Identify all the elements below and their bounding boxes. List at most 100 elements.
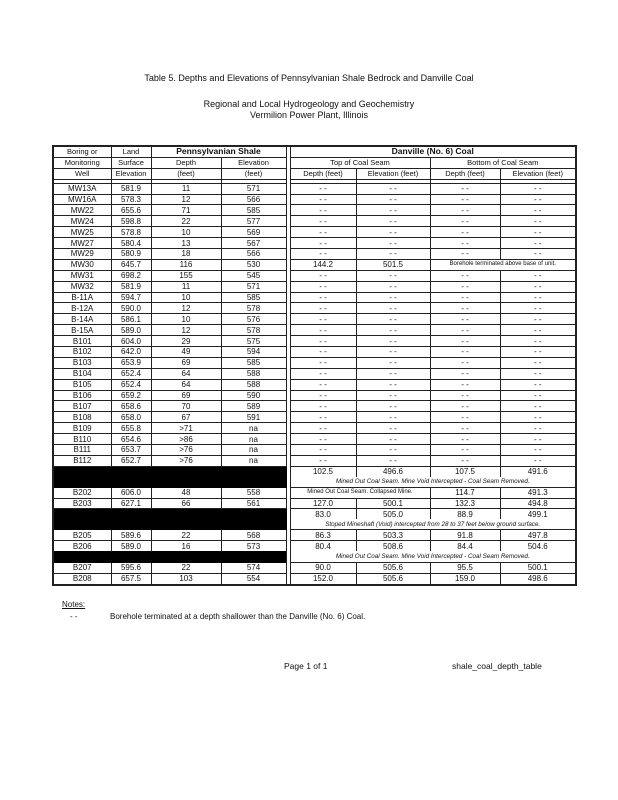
shale-depth: 22 <box>150 215 222 228</box>
coal-value: 86.3 <box>289 529 357 542</box>
header-shale-elevation: (feet) <box>220 167 287 180</box>
header-depth: Depth (feet) <box>429 167 501 180</box>
shale-elevation: na <box>220 422 287 435</box>
table-row: MW27 580.4 13 567- -- -- -- - <box>52 237 577 250</box>
well-id: B-14A <box>52 313 112 326</box>
coal-value: - - <box>499 411 577 424</box>
note-row: Mined Out Coal Seam. Mine Void Intercept… <box>53 476 577 488</box>
coal-value: 505.6 <box>355 561 431 574</box>
table-row: B112 652.7 >76 na - -- -- -- - <box>52 454 577 467</box>
shale-depth: 69 <box>150 356 222 369</box>
land-elevation: 594.7 <box>110 291 152 304</box>
well-id: B-12A <box>52 302 112 315</box>
coal-value: 491.3 <box>499 486 577 499</box>
redacted-cell <box>150 465 222 488</box>
header-land: Surface <box>110 156 152 169</box>
shale-elevation: 588 <box>220 378 287 391</box>
table-row: MW25 578.8 10 569- -- -- -- - <box>52 226 577 239</box>
coal-value: - - <box>355 411 431 424</box>
shale-elevation: 573 <box>220 540 287 552</box>
coal-value: - - <box>289 400 357 413</box>
coal-value: - - <box>429 335 501 348</box>
coal-value: - - <box>289 215 357 228</box>
header-shale-depth: (feet) <box>150 167 222 180</box>
shale-depth: 66 <box>150 497 222 510</box>
redacted-cell <box>52 508 152 531</box>
land-elevation: 604.0 <box>110 335 152 348</box>
coal-value: 114.7 <box>429 486 501 499</box>
shale-elevation: 577 <box>220 215 287 228</box>
shale-depth: >76 <box>150 454 222 467</box>
coal-value: - - <box>289 454 357 467</box>
table-row: MW29 580.9 18 566- -- -- -- - <box>52 248 577 260</box>
table-row: B-14A 586.1 10 576- -- -- -- - <box>52 313 577 326</box>
land-elevation: 645.7 <box>110 258 152 271</box>
table-row: B103 653.9 69 585- -- -- -- - <box>52 356 577 369</box>
land-elevation: 653.9 <box>110 356 152 369</box>
coal-value: - - <box>355 193 431 206</box>
well-id: MW30 <box>52 258 112 271</box>
spacer-cell <box>499 178 577 184</box>
table-row: B-12A 590.0 12 578- -- -- -- - <box>52 302 577 315</box>
coal-value: - - <box>355 433 431 446</box>
table-row: B-11A 594.7 10 585- -- -- -- - <box>52 291 577 304</box>
coal-value: 501.5 <box>355 258 431 271</box>
coal-value: - - <box>429 400 501 413</box>
land-elevation: 658.6 <box>110 400 152 413</box>
well-id: B112 <box>52 454 112 467</box>
coal-value: - - <box>289 411 357 424</box>
coal-value: - - <box>429 433 501 446</box>
header-elev: Elevation (feet) <box>499 167 577 180</box>
coal-value: - - <box>289 313 357 326</box>
table-row: MW22 655.6 71 585- -- -- -- - <box>52 204 577 217</box>
table-row: B-15A 589.0 12 578- -- -- -- - <box>52 324 577 337</box>
redacted-cell <box>52 550 152 563</box>
header-row: Well Elevation (feet) (feet) Depth (feet) Ele… <box>52 167 577 180</box>
land-elevation: 655.6 <box>110 204 152 217</box>
coal-value: - - <box>499 367 577 380</box>
well-id: MW16A <box>52 193 112 206</box>
shale-elevation: 566 <box>220 248 287 260</box>
coal-value: 127.0 <box>289 497 357 510</box>
well-id: B205 <box>52 529 112 542</box>
shale-depth: 10 <box>150 291 222 304</box>
table-row: B110 654.6 >86 na - -- -- -- - <box>52 433 577 446</box>
well-id: B102 <box>52 346 112 358</box>
land-elevation: 589.6 <box>110 529 152 542</box>
notes-label: Notes: <box>62 600 86 609</box>
coal-remark: Stoped Mineshaft (Void) intercepted from… <box>289 519 577 531</box>
coal-value: 491.6 <box>499 465 577 477</box>
land-elevation: 581.9 <box>110 280 152 293</box>
coal-value: - - <box>355 356 431 369</box>
shale-elevation: 585 <box>220 356 287 369</box>
coal-value: - - <box>499 302 577 315</box>
header-bottom-seam: Bottom of Coal Seam <box>429 156 577 169</box>
land-elevation: 659.2 <box>110 389 152 402</box>
shale-depth: 13 <box>150 237 222 250</box>
coal-value: 498.6 <box>499 572 577 586</box>
land-elevation: 578.8 <box>110 226 152 239</box>
land-elevation: 652.4 <box>110 378 152 391</box>
shale-elevation: 571 <box>220 280 287 293</box>
well-id: B103 <box>52 356 112 369</box>
coal-value: - - <box>499 269 577 282</box>
header-shale: Pennsylvanian Shale <box>150 145 287 158</box>
land-elevation: 658.0 <box>110 411 152 424</box>
shale-elevation: 569 <box>220 226 287 239</box>
coal-value: - - <box>499 444 577 456</box>
shale-depth: 10 <box>150 313 222 326</box>
coal-value: - - <box>355 454 431 467</box>
header-top-seam: Top of Coal Seam <box>289 156 431 169</box>
shale-elevation: na <box>220 454 287 467</box>
coal-value: - - <box>499 433 577 446</box>
shale-depth: 49 <box>150 346 222 358</box>
coal-value: - - <box>499 248 577 260</box>
land-elevation: 654.6 <box>110 433 152 446</box>
shale-elevation: 568 <box>220 529 287 542</box>
well-id: B101 <box>52 335 112 348</box>
coal-value: - - <box>355 422 431 435</box>
well-id: MW31 <box>52 269 112 282</box>
coal-value: 500.1 <box>355 497 431 510</box>
coal-value: 91.8 <box>429 529 501 542</box>
shale-elevation: na <box>220 444 287 456</box>
